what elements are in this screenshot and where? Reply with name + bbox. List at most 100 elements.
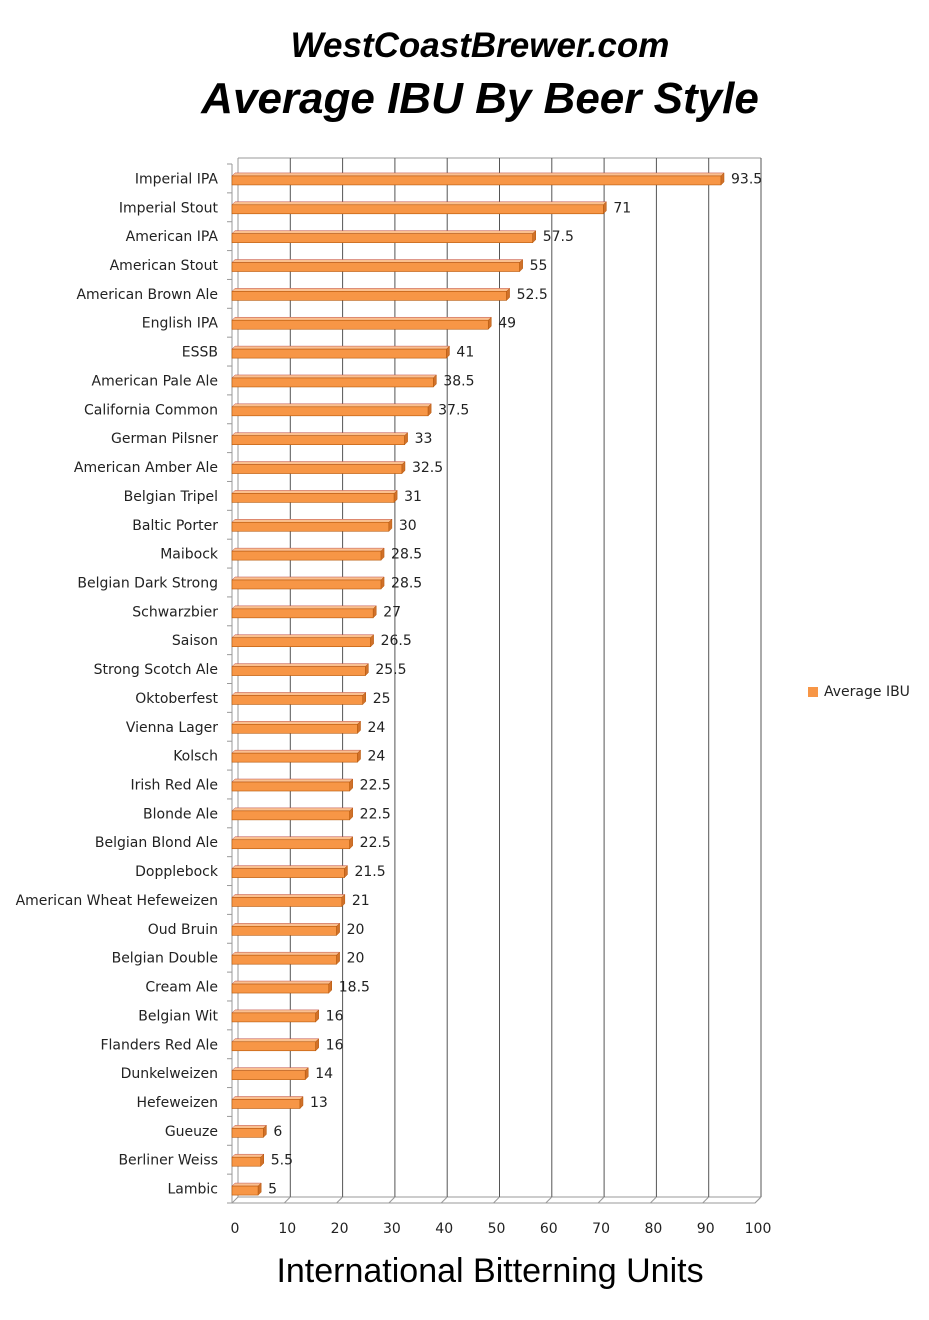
data-label: 13 (310, 1095, 328, 1111)
bar-top (231, 403, 432, 408)
y-tick-label: Baltic Porter (132, 518, 218, 534)
bar-top (231, 432, 409, 436)
y-tick-label: Strong Scotch Ale (94, 662, 218, 678)
bar-top (231, 1067, 309, 1071)
bar-top (231, 951, 341, 956)
y-tick-label: Belgian Blond Ale (95, 835, 218, 851)
chart-title: Average IBU By Beer Style (201, 74, 759, 123)
gridline-floor (650, 1196, 657, 1204)
y-tick-label: American Wheat Hefeweizen (16, 893, 218, 909)
bar-top (231, 692, 367, 696)
data-label: 71 (613, 200, 631, 216)
bar-end (370, 634, 374, 648)
gridline-floor (597, 1196, 605, 1204)
bar (231, 983, 330, 994)
bar (231, 1185, 259, 1196)
y-tick-label: Belgian Wit (138, 1008, 218, 1024)
gridline-floor (231, 1196, 239, 1204)
data-label: 55 (530, 258, 548, 274)
bar (231, 435, 405, 445)
y-tick-label: German Pilsner (111, 431, 218, 447)
data-label: 24 (368, 749, 386, 765)
y-tick-label: Hefeweizen (137, 1095, 218, 1111)
bar-end (260, 1153, 265, 1167)
data-label: 37.5 (438, 402, 469, 418)
bar (231, 608, 374, 619)
data-label: 32.5 (412, 460, 443, 476)
data-label: 41 (456, 345, 474, 361)
bar-end (336, 922, 340, 936)
data-label: 25.5 (375, 662, 406, 678)
bar-end (519, 258, 523, 273)
bar-end (388, 518, 393, 532)
bar-end (299, 1095, 304, 1110)
data-label: 52.5 (517, 287, 548, 303)
bar-end (304, 1067, 309, 1081)
y-tick-label: Schwarzbier (132, 604, 218, 620)
gridline-floor (754, 1196, 762, 1204)
data-label: 49 (498, 316, 516, 332)
data-label: 93.5 (731, 171, 762, 187)
bar (231, 926, 337, 936)
bar-end (257, 1182, 262, 1196)
x-tick-label: 90 (697, 1221, 715, 1237)
bar (231, 839, 350, 850)
bar-end (336, 951, 340, 965)
bar-top (231, 316, 492, 321)
bar (231, 291, 507, 301)
bar-end (532, 230, 536, 244)
y-tick-label: American Stout (110, 258, 219, 274)
bar-end (349, 836, 353, 850)
y-tick-label: Dunkelweizen (121, 1066, 218, 1082)
bar-end (315, 1038, 319, 1052)
bar (231, 550, 382, 561)
site-title: WestCoastBrewer.com (290, 26, 670, 65)
y-tick-label: American IPA (126, 229, 219, 245)
x-axis-title: International Bitterning Units (276, 1252, 704, 1290)
data-label: 21.5 (354, 864, 385, 880)
bar-end (401, 460, 406, 475)
y-tick-label: Kolsch (173, 749, 218, 765)
bar (231, 348, 447, 359)
x-tick-label: 0 (231, 1221, 240, 1237)
legend-label: Average IBU (824, 684, 910, 700)
bar-end (433, 374, 437, 388)
bar (231, 666, 366, 676)
x-tick-label: 70 (592, 1221, 610, 1237)
bar-end (357, 749, 361, 763)
bar-end (372, 605, 377, 619)
bar-top (231, 634, 375, 638)
bar-end (427, 403, 432, 417)
y-tick-label: Flanders Red Ale (100, 1037, 218, 1053)
bar-end (365, 662, 369, 677)
y-tick-label: California Common (84, 402, 218, 418)
bar-top (231, 894, 346, 898)
legend: Average IBU (808, 684, 910, 700)
bar (231, 1070, 306, 1080)
bar-top (231, 663, 369, 667)
bar-end (393, 489, 398, 504)
bar-top (231, 1125, 267, 1129)
bar (231, 868, 345, 878)
y-tick-label: Imperial Stout (119, 200, 219, 216)
data-label: 27 (383, 604, 401, 620)
data-label: 25 (373, 691, 391, 707)
bar (231, 1099, 301, 1109)
data-label: 21 (352, 893, 370, 909)
bar-top (231, 923, 341, 927)
data-label: 57.5 (543, 229, 574, 245)
y-tick-label: English IPA (142, 316, 219, 332)
y-tick-label: ESSB (182, 345, 218, 361)
data-label: 28.5 (391, 547, 422, 563)
bar (231, 954, 337, 965)
bar-layer (231, 172, 725, 1196)
y-tick-label: Blonde Ale (143, 806, 218, 822)
bar (231, 1156, 262, 1167)
bar-top (231, 836, 354, 840)
y-tick-label: Maibock (160, 547, 219, 563)
bar-top (231, 1182, 262, 1187)
gridline-floor (702, 1196, 710, 1204)
bar-end (344, 864, 348, 879)
bar-end (488, 316, 492, 330)
y-tick-label: Belgian Tripel (124, 489, 218, 505)
